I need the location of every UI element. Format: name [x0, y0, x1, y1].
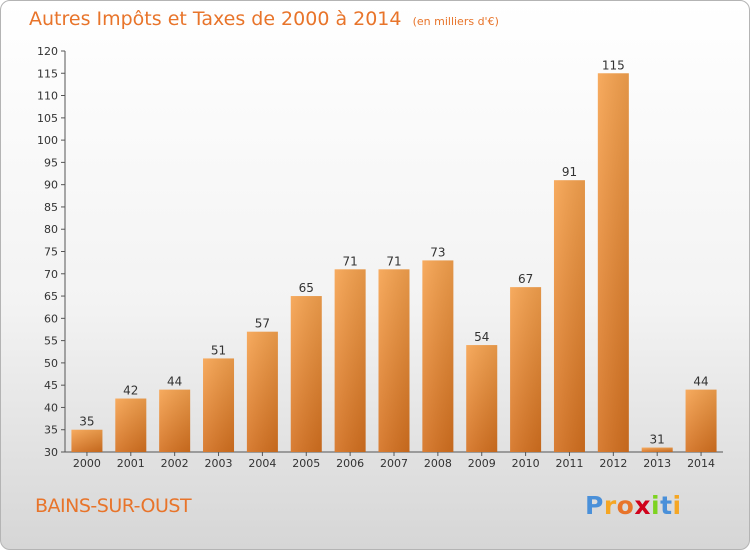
logo-letter: x — [634, 491, 651, 520]
chart-unit: (en milliers d'€) — [412, 15, 499, 28]
logo-letter: i — [651, 491, 661, 520]
y-tick-label: 40 — [44, 401, 58, 414]
bar-shade — [290, 296, 322, 452]
bar-shade — [510, 287, 542, 452]
y-tick-label: 120 — [37, 45, 58, 58]
bar-shade — [685, 389, 717, 452]
x-tick-label: 2000 — [73, 457, 101, 470]
x-tick-label: 2007 — [380, 457, 408, 470]
logo-letter: r — [603, 491, 617, 520]
y-tick-label: 110 — [37, 90, 58, 103]
bar-shade — [466, 345, 498, 452]
bar-shade — [159, 389, 191, 452]
bar-shade — [597, 73, 629, 453]
bar-shade — [115, 398, 147, 452]
data-label: 65 — [299, 281, 314, 295]
y-tick-label: 65 — [44, 290, 58, 303]
bar-shade — [553, 180, 585, 452]
data-label: 73 — [430, 245, 445, 259]
data-label: 54 — [474, 330, 489, 344]
data-label: 44 — [167, 375, 182, 389]
x-tick-label: 2006 — [336, 457, 364, 470]
x-tick-label: 2009 — [468, 457, 496, 470]
x-tick-label: 2005 — [292, 457, 320, 470]
y-tick-label: 115 — [37, 67, 58, 80]
y-tick-label: 55 — [44, 335, 58, 348]
bar-shade — [378, 269, 410, 452]
logo-letter: i — [672, 491, 682, 520]
y-tick-label: 75 — [44, 246, 58, 259]
data-label: 67 — [518, 272, 533, 286]
bar-shade — [334, 269, 366, 452]
x-tick-label: 2014 — [687, 457, 715, 470]
x-tick-label: 2011 — [555, 457, 583, 470]
x-tick-label: 2004 — [248, 457, 276, 470]
bar-shade — [71, 429, 103, 452]
commune-name: BAINS-SUR-OUST — [35, 495, 192, 517]
proxiti-logo: Proxiti — [585, 491, 682, 520]
logo-letter: P — [585, 491, 604, 520]
y-tick-label: 50 — [44, 357, 58, 370]
value-labels: 35 42 44 51 57 65 71 71 73 54 67 91 115 31 44 — [79, 58, 708, 446]
y-tick-label: 30 — [44, 446, 58, 459]
y-tick-label: 95 — [44, 156, 58, 169]
y-tick-label: 105 — [37, 112, 58, 125]
bar-shade — [422, 260, 454, 452]
x-tick-label: 2002 — [161, 457, 189, 470]
bar-shade — [246, 331, 278, 452]
y-tick-label: 85 — [44, 201, 58, 214]
x-tick-label: 2008 — [424, 457, 452, 470]
data-label: 57 — [255, 317, 270, 331]
x-tick-label: 2013 — [643, 457, 671, 470]
y-tick-label: 70 — [44, 268, 58, 281]
data-label: 31 — [650, 433, 665, 447]
x-tick-label: 2012 — [599, 457, 627, 470]
data-label: 91 — [562, 165, 577, 179]
data-label: 115 — [602, 58, 625, 72]
y-tick-label: 100 — [37, 134, 58, 147]
data-label: 71 — [386, 254, 401, 268]
y-tick-label: 45 — [44, 379, 58, 392]
y-tick-label: 35 — [44, 424, 58, 437]
y-tick-label: 80 — [44, 223, 58, 236]
data-label: 44 — [693, 375, 708, 389]
bar-series — [71, 73, 717, 453]
x-tick-label: 2001 — [117, 457, 145, 470]
x-tick-label: 2010 — [512, 457, 540, 470]
bar-shade — [203, 358, 235, 452]
y-tick-label: 60 — [44, 312, 58, 325]
logo-letter: o — [616, 491, 635, 520]
data-label: 71 — [342, 254, 357, 268]
chart-title: Autres Impôts et Taxes de 2000 à 2014 — [29, 8, 402, 30]
bar-shade — [641, 447, 673, 452]
x-tick-label: 2003 — [205, 457, 233, 470]
y-tick-label: 90 — [44, 179, 58, 192]
data-label: 42 — [123, 384, 138, 398]
chart-header: Autres Impôts et Taxes de 2000 à 2014 (e… — [29, 8, 499, 30]
logo-letter: t — [660, 491, 673, 520]
data-label: 35 — [79, 415, 94, 429]
data-label: 51 — [211, 343, 226, 357]
